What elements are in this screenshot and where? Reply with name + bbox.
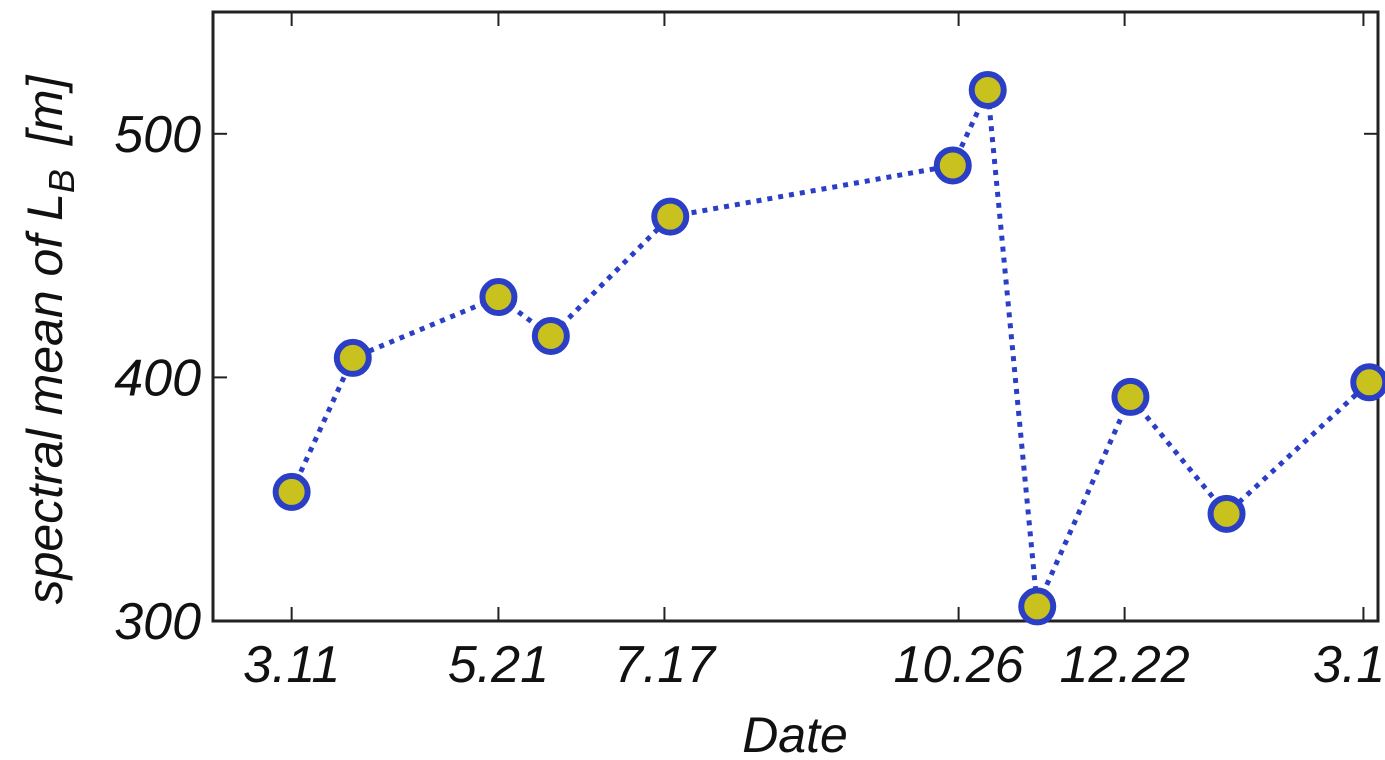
data-point: [1350, 363, 1385, 402]
data-point: [333, 338, 372, 377]
data-point: [531, 316, 570, 355]
x-axis-title: Date: [742, 707, 848, 760]
series-line: [289, 80, 1371, 617]
data-point: [1018, 587, 1057, 626]
data-point: [272, 472, 311, 511]
plot-area-frame: [211, 10, 1380, 623]
x-tick-label: 10.26: [894, 636, 1024, 694]
x-tick-label: 3.11: [243, 636, 340, 694]
data-point: [651, 197, 690, 236]
y-axis-title-unit: [m]: [17, 75, 73, 147]
x-tick-label: 3.14: [1313, 636, 1385, 694]
data-point: [1111, 377, 1150, 416]
data-point: [933, 146, 972, 185]
y-axis-ticks: 300 400 500: [114, 106, 1378, 651]
data-point: [968, 70, 1007, 109]
data-point: [479, 278, 518, 317]
series-group: [272, 70, 1385, 626]
x-axis-ticks: 3.11 5.21 7.17 10.26 12.22 3.14: [243, 12, 1385, 694]
y-tick-label: 500: [114, 106, 201, 164]
y-axis-title-prefix: spectral mean of L: [17, 193, 73, 604]
x-tick-label: 5.21: [448, 636, 549, 694]
y-axis-title: spectral mean of LB [m]: [17, 75, 82, 605]
y-axis-title-subscript: B: [41, 169, 82, 193]
y-tick-label: 300: [114, 593, 201, 651]
x-tick-label: 7.17: [614, 636, 717, 694]
x-tick-label: 12.22: [1060, 636, 1190, 694]
data-point: [1207, 494, 1246, 533]
y-tick-label: 400: [114, 349, 201, 407]
